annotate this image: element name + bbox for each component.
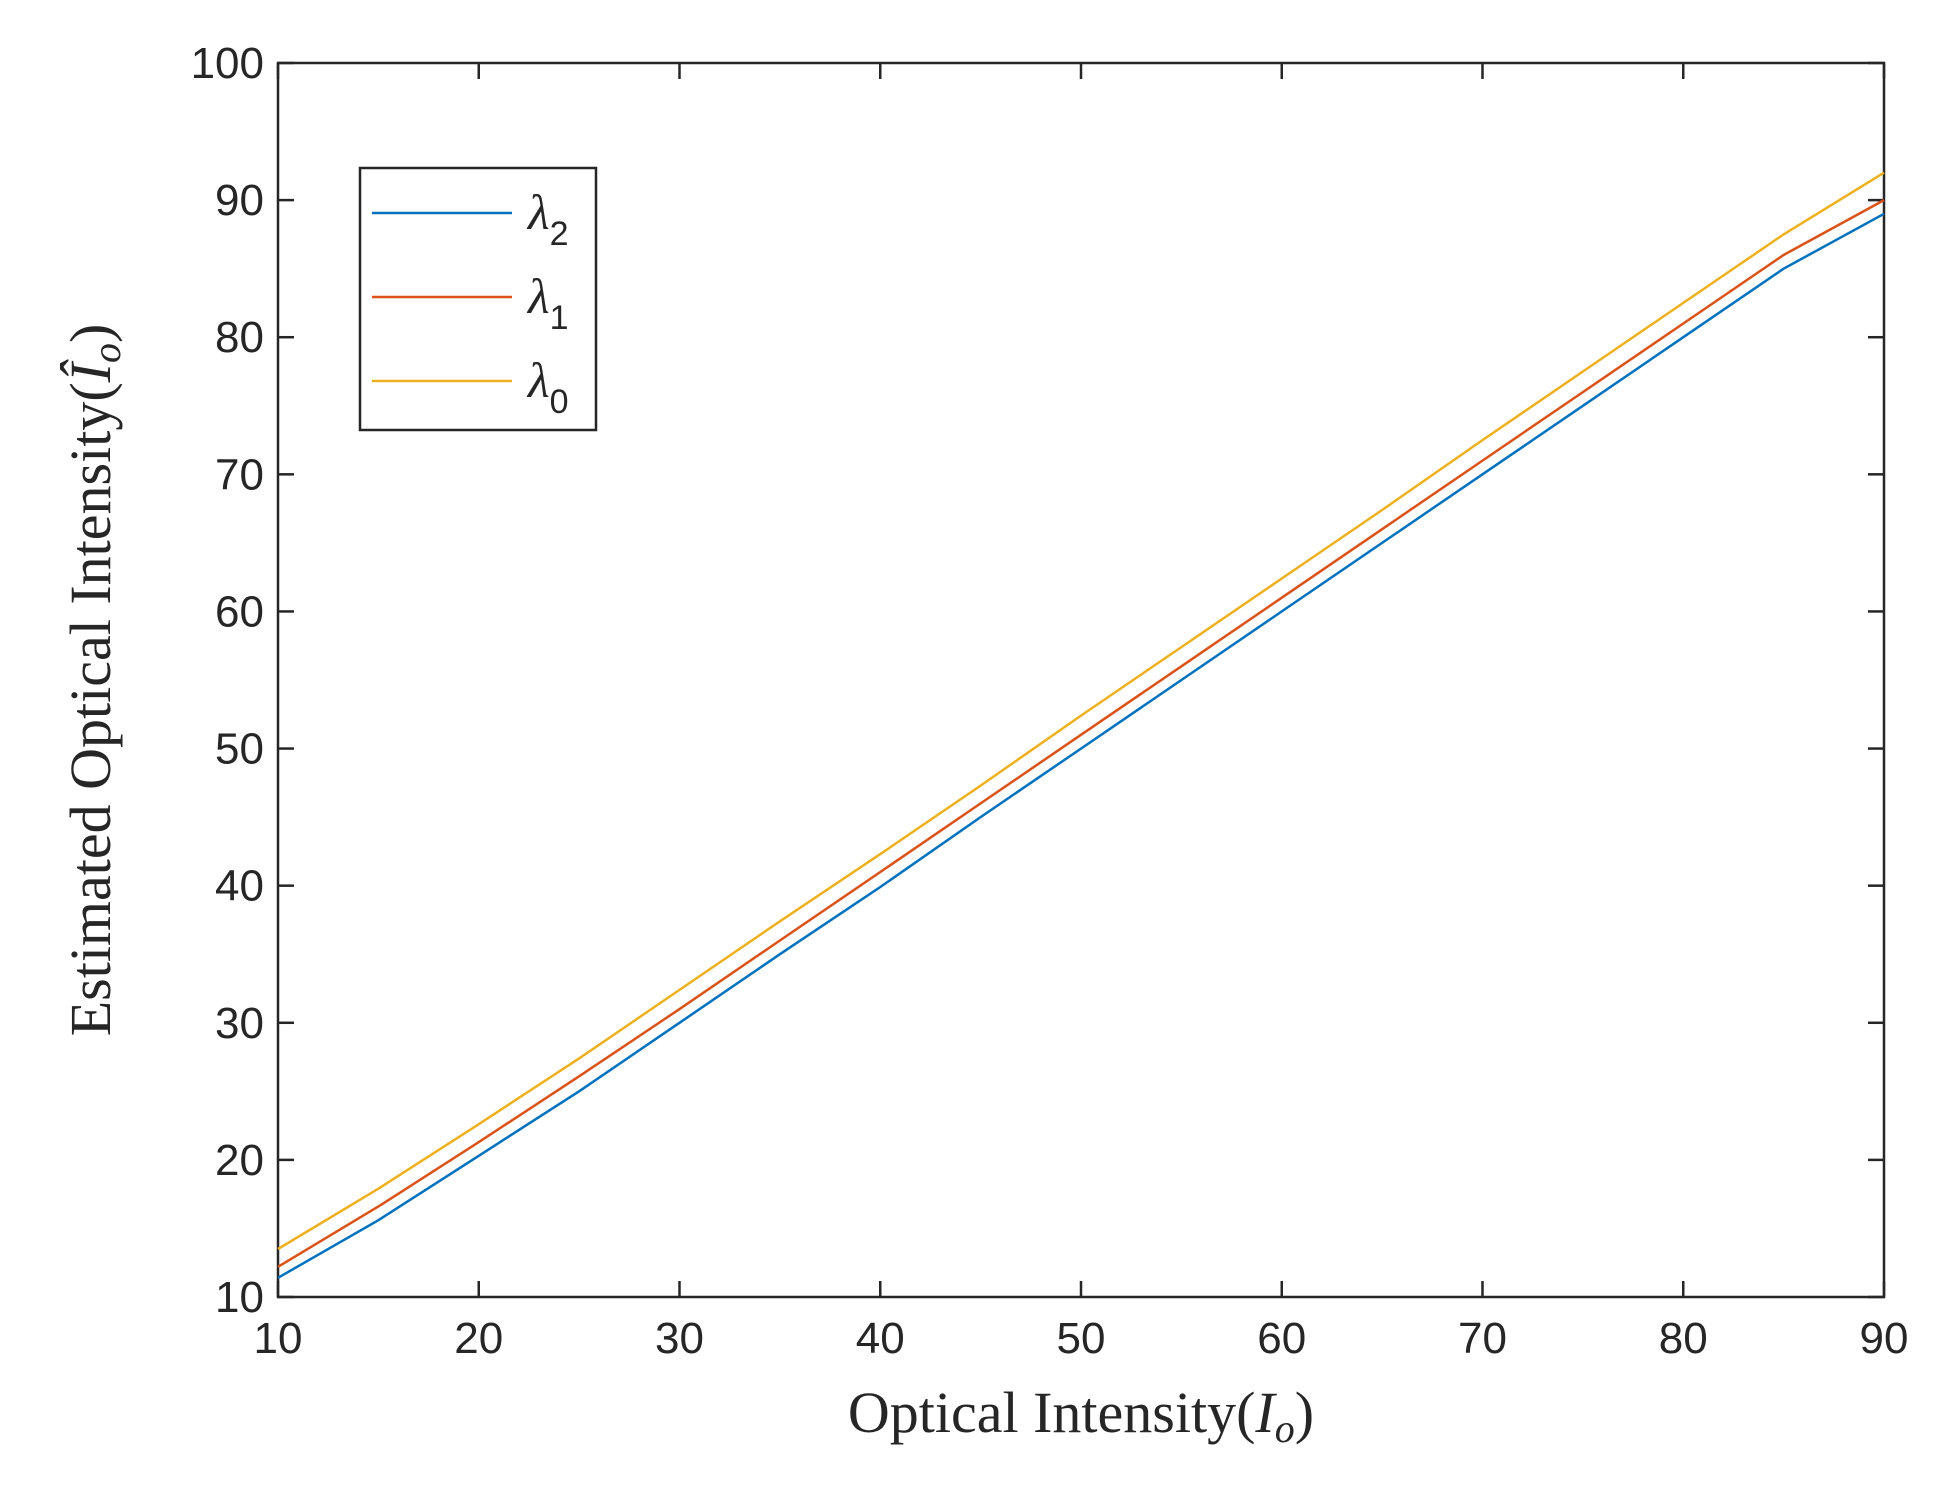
y-tick-label: 90 (215, 176, 264, 225)
y-tick-label: 80 (215, 313, 264, 362)
y-tick-label: 10 (215, 1273, 264, 1322)
x-tick-label: 80 (1659, 1314, 1708, 1363)
x-tick-label: 90 (1860, 1314, 1909, 1363)
legend: λ2 λ1 λ0 (358, 166, 598, 432)
x-axis-title: Optical Intensity(Io) (848, 1380, 1314, 1451)
legend-label: λ0 (526, 352, 569, 421)
series-group (277, 171, 1885, 1279)
x-tick-label: 20 (454, 1314, 503, 1363)
x-tick-label: 50 (1057, 1314, 1106, 1363)
y-tick-label: 20 (215, 1136, 264, 1185)
y-tick-label: 50 (215, 725, 264, 774)
legend-label: λ1 (526, 268, 569, 337)
y-tick-label: 100 (191, 39, 264, 88)
series-line-lambda-2 (277, 212, 1885, 1279)
y-axis-title: Estimated Optical Intensity(Îo) (58, 324, 129, 1037)
x-tick-label: 60 (1257, 1314, 1306, 1363)
x-tick-label: 70 (1458, 1314, 1507, 1363)
y-tick-label: 60 (215, 587, 264, 636)
legend-box (358, 166, 598, 432)
y-tick-label: 40 (215, 862, 264, 911)
ticks: 10 20 30 40 50 60 70 80 90 10 20 30 40 50 60 70 80 90 100 (191, 39, 1909, 1363)
y-tick-label: 70 (215, 450, 264, 499)
series-line-lambda-0 (277, 171, 1885, 1251)
x-tick-label: 40 (856, 1314, 905, 1363)
legend-label: λ2 (526, 184, 569, 253)
y-tick-label: 30 (215, 999, 264, 1048)
x-tick-label: 30 (655, 1314, 704, 1363)
x-tick-label: 10 (254, 1314, 303, 1363)
series-line-lambda-1 (277, 199, 1885, 1268)
